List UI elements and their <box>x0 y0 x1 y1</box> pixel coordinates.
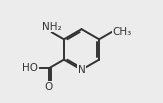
Text: CH₃: CH₃ <box>113 27 132 37</box>
Text: HO: HO <box>22 63 38 73</box>
Text: NH₂: NH₂ <box>42 22 61 32</box>
Text: N: N <box>78 65 85 75</box>
Text: O: O <box>45 82 53 92</box>
